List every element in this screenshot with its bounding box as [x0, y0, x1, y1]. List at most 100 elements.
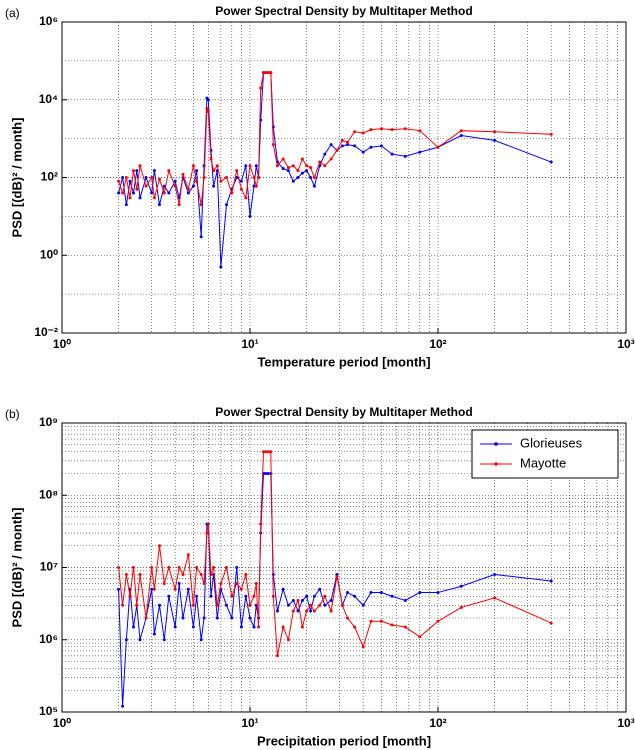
- point: [167, 566, 171, 569]
- point: [345, 591, 349, 595]
- point: [205, 531, 209, 535]
- point: [369, 619, 373, 623]
- point: [459, 134, 463, 138]
- point: [124, 573, 128, 577]
- point: [235, 169, 239, 173]
- legend-label: Glorieuses: [520, 435, 583, 450]
- point: [152, 587, 156, 591]
- point: [235, 582, 239, 586]
- point: [138, 638, 142, 642]
- point: [291, 164, 295, 168]
- point: [215, 616, 219, 620]
- point: [235, 566, 239, 569]
- point: [312, 176, 316, 179]
- point: [135, 603, 139, 607]
- y-axis-label: PSD [(dB)² / month]: [9, 508, 24, 628]
- point: [239, 587, 243, 591]
- point: [186, 587, 190, 591]
- point: [167, 169, 171, 173]
- y-tick-label: 10⁶: [39, 14, 58, 28]
- point: [259, 86, 263, 90]
- point: [291, 609, 295, 613]
- y-axis-label: PSD [(dB)² / month]: [9, 118, 24, 238]
- point: [281, 157, 285, 161]
- legend-box: [471, 429, 619, 479]
- point: [296, 598, 300, 602]
- point: [296, 609, 300, 613]
- point: [493, 573, 497, 577]
- point: [206, 522, 210, 526]
- point: [248, 164, 252, 168]
- point: [323, 594, 327, 598]
- point: [186, 553, 190, 557]
- point: [291, 179, 295, 183]
- point: [152, 632, 156, 636]
- point: [379, 591, 383, 595]
- point: [177, 566, 181, 569]
- point: [493, 596, 497, 600]
- point: [264, 450, 268, 454]
- point: [244, 594, 248, 598]
- point: [345, 140, 349, 144]
- point: [340, 138, 344, 142]
- point: [335, 148, 339, 152]
- point: [312, 184, 316, 188]
- point: [271, 143, 275, 147]
- point: [157, 203, 161, 207]
- point: [209, 594, 213, 598]
- legend-label: Mayotte: [520, 455, 566, 470]
- point: [199, 203, 203, 207]
- point: [345, 616, 349, 620]
- point: [131, 625, 135, 629]
- point: [323, 152, 327, 156]
- point: [209, 157, 213, 161]
- point: [549, 579, 553, 583]
- point: [225, 203, 229, 207]
- point: [202, 582, 206, 586]
- point: [138, 196, 142, 200]
- point: [248, 214, 252, 218]
- point: [186, 191, 190, 195]
- panel-label: (b): [5, 407, 20, 421]
- point: [181, 616, 185, 620]
- y-tick-label: 10⁵: [39, 704, 58, 718]
- point: [436, 145, 440, 149]
- point: [124, 176, 128, 179]
- point: [254, 582, 258, 586]
- point: [390, 594, 394, 598]
- point: [329, 598, 333, 602]
- point: [353, 130, 357, 134]
- point: [291, 598, 295, 602]
- point: [121, 603, 125, 607]
- point: [252, 594, 256, 598]
- point: [296, 169, 300, 173]
- point: [390, 152, 394, 156]
- point: [239, 187, 243, 191]
- point: [121, 704, 125, 708]
- point: [361, 603, 365, 607]
- point: [266, 71, 270, 75]
- point: [252, 184, 256, 188]
- panel-label: (a): [5, 6, 20, 20]
- point: [131, 191, 135, 195]
- chart-title: Power Spectral Density by Multitaper Met…: [215, 4, 472, 18]
- point: [286, 166, 290, 170]
- point: [493, 130, 497, 134]
- point: [300, 171, 304, 175]
- point: [493, 138, 497, 142]
- point: [379, 144, 383, 148]
- point: [281, 587, 285, 591]
- point: [418, 129, 422, 133]
- point: [230, 616, 234, 620]
- point: [135, 169, 139, 173]
- point: [269, 71, 273, 75]
- point: [199, 573, 203, 577]
- y-tick-label: 10⁰: [40, 247, 58, 261]
- point: [379, 619, 383, 623]
- y-tick-label: 10⁶: [39, 632, 58, 646]
- point: [191, 164, 195, 168]
- point: [459, 584, 463, 588]
- point: [124, 203, 128, 207]
- point: [312, 609, 316, 613]
- point: [128, 594, 132, 598]
